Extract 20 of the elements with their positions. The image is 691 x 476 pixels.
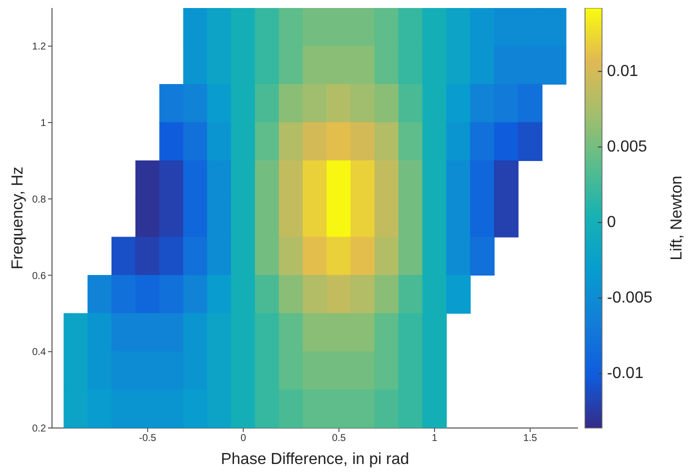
x-axis-title: Phase Difference, in pi rad <box>220 451 410 468</box>
y-tick-label: 0.6 <box>32 270 46 282</box>
color-bar-label: -0.005 <box>607 290 652 307</box>
colorbar: -0.01 -0.005 0 0.005 0.01 Lift, Newton <box>581 8 691 470</box>
color-bar-label: 0.01 <box>607 62 638 80</box>
y-tick-label: 1.2 <box>32 42 46 53</box>
x-tick-label: 0 <box>240 433 246 444</box>
y-tick-label: 0.2 <box>32 424 46 435</box>
color-bar-label: 0.005 <box>607 138 648 156</box>
x-tick-label: 0.5 <box>332 433 346 444</box>
y-tick-label: 0.8 <box>32 194 46 206</box>
x-tick-label: 1 <box>432 433 438 444</box>
color-bar-label: -0.01 <box>607 365 644 382</box>
y-tick-label: 1 <box>40 118 46 130</box>
x-tick-label: 1.5 <box>523 433 538 444</box>
y-tick-label: 0.4 <box>32 347 46 358</box>
x-tick-label: -0.5 <box>139 433 157 444</box>
y-axis-title: Frequency, Hz <box>10 166 26 270</box>
color-bar-title: Lift, Newton <box>668 176 686 260</box>
color-bar-label: 0 <box>607 214 616 232</box>
